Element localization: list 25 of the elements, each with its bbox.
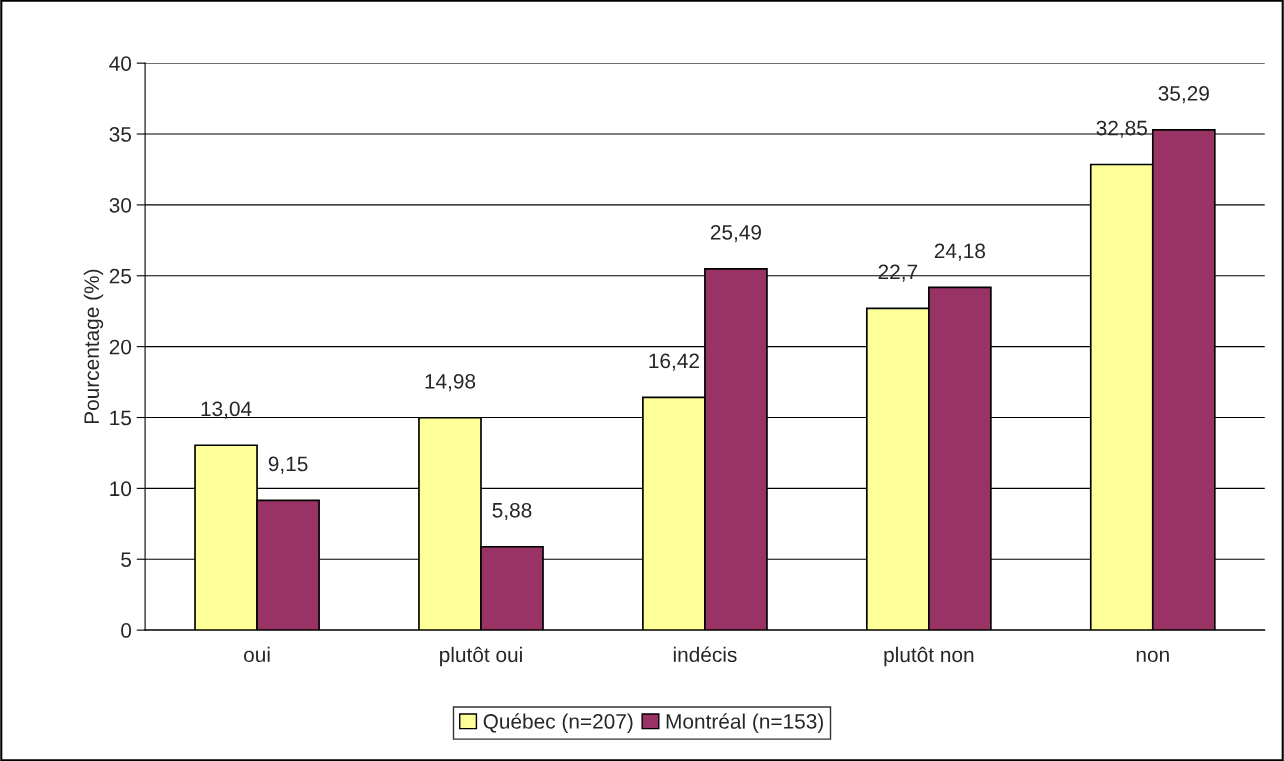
x-tick-label: oui xyxy=(244,646,270,663)
y-tick-label: 35 xyxy=(109,127,132,142)
legend-label: Montréal (n=153) xyxy=(666,713,823,733)
y-tick-label: 0 xyxy=(121,623,132,638)
data-label: 24,18 xyxy=(934,243,986,261)
y-tick-label: 5 xyxy=(121,552,132,567)
y-tick-label: 30 xyxy=(109,197,132,213)
y-tick-label: 25 xyxy=(109,268,132,284)
x-tick-label: plutôt non xyxy=(884,646,974,667)
y-tick-label: 20 xyxy=(109,339,132,355)
data-label: 9,15 xyxy=(268,456,308,474)
data-label: 13,04 xyxy=(201,401,252,419)
data-label: 16,42 xyxy=(649,353,699,371)
data-label: 14,98 xyxy=(425,373,476,392)
data-label: 5,88 xyxy=(492,502,532,521)
x-tick-label: indécis xyxy=(673,646,737,663)
x-tick-label: plutôt oui xyxy=(440,646,522,667)
data-label: 25,49 xyxy=(710,224,762,243)
data-label: 35,29 xyxy=(1158,86,1209,104)
y-axis-title: Pourcentage (%) xyxy=(83,269,104,424)
y-tick-label: 10 xyxy=(110,481,132,497)
legend-label: Québec (n=207) xyxy=(483,713,633,733)
x-tick-label: non xyxy=(1136,650,1169,663)
y-tick-label: 40 xyxy=(109,56,132,71)
y-tick-label: 15 xyxy=(110,410,132,426)
